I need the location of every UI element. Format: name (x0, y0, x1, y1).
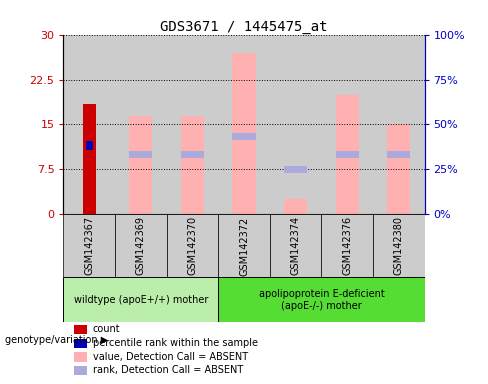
Bar (63, 277, 218, 322)
Bar (373, 214, 425, 277)
Text: rank, Detection Call = ABSENT: rank, Detection Call = ABSENT (93, 366, 243, 376)
Text: GSM142374: GSM142374 (290, 216, 301, 275)
Bar (115, 214, 166, 277)
Bar (270, 35, 322, 214)
Text: GSM142380: GSM142380 (394, 217, 404, 275)
Bar (129, 151, 152, 158)
Bar (74, 324, 87, 334)
Bar (129, 116, 152, 214)
Bar (218, 277, 425, 322)
Bar (181, 151, 204, 158)
Bar (63, 214, 115, 277)
Bar (336, 94, 359, 214)
Text: GSM142369: GSM142369 (136, 217, 146, 275)
Bar (86, 141, 93, 150)
Bar (270, 214, 322, 277)
Bar (74, 339, 87, 348)
Bar (373, 35, 425, 214)
Bar (387, 124, 410, 214)
Text: genotype/variation ▶: genotype/variation ▶ (5, 335, 108, 345)
Text: value, Detection Call = ABSENT: value, Detection Call = ABSENT (93, 352, 248, 362)
Title: GDS3671 / 1445475_at: GDS3671 / 1445475_at (160, 20, 328, 33)
Text: count: count (93, 324, 121, 334)
Text: GSM142370: GSM142370 (187, 216, 198, 275)
Bar (322, 214, 373, 277)
Text: apolipoprotein E-deficient
(apoE-/-) mother: apolipoprotein E-deficient (apoE-/-) mot… (259, 289, 384, 311)
Bar (218, 214, 270, 277)
Bar (284, 166, 307, 173)
Bar (284, 199, 307, 214)
Bar (387, 151, 410, 158)
Bar (181, 116, 204, 214)
Bar (322, 35, 373, 214)
Bar (166, 214, 218, 277)
Bar (232, 53, 256, 214)
Text: GSM142372: GSM142372 (239, 216, 249, 276)
Bar (83, 104, 96, 214)
Bar (74, 352, 87, 362)
Bar (115, 35, 166, 214)
Bar (166, 35, 218, 214)
Bar (232, 133, 256, 140)
Bar (336, 151, 359, 158)
Text: GSM142376: GSM142376 (342, 216, 352, 275)
Text: wildtype (apoE+/+) mother: wildtype (apoE+/+) mother (74, 295, 208, 305)
Text: percentile rank within the sample: percentile rank within the sample (93, 338, 258, 348)
Bar (218, 35, 270, 214)
Bar (63, 35, 115, 214)
Bar (74, 366, 87, 375)
Text: GSM142367: GSM142367 (84, 216, 94, 275)
